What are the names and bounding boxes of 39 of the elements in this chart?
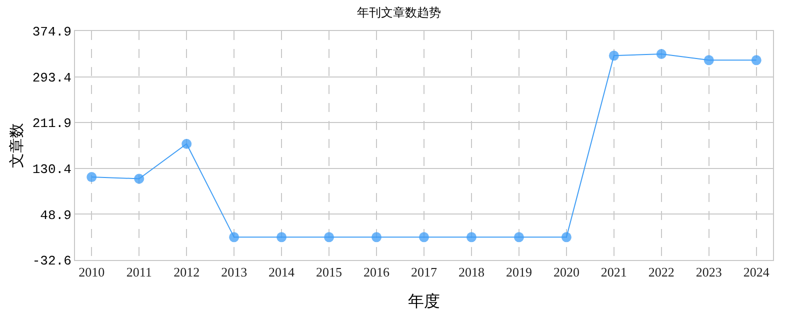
point (608, 50, 619, 61)
point (134, 174, 144, 184)
point (419, 232, 429, 242)
point (704, 55, 714, 66)
point (229, 232, 240, 242)
x-tick-label: 2010 (78, 264, 105, 280)
y-tick-label: -32.6 (32, 254, 72, 269)
y-tick-label: 293.4 (32, 70, 72, 86)
x-tick-label: 2016 (364, 264, 390, 280)
point (561, 232, 572, 242)
x-tick-label: 2017 (411, 264, 438, 280)
x-tick-label: 2018 (458, 264, 484, 280)
y-tick-label: 130.4 (32, 162, 72, 177)
x-tick-label: 2024 (743, 264, 770, 280)
x-tick-label: 2011 (126, 264, 152, 280)
x-tick-label: 2020 (553, 264, 580, 280)
y-tick-label: 211.9 (32, 116, 72, 132)
point (324, 232, 334, 242)
y-tick-label: 48.9 (40, 208, 72, 223)
x-tick-label: 2014 (268, 264, 296, 280)
x-tick-label: 2023 (696, 264, 722, 280)
chart-title: 年刊文章数趋势 (357, 6, 441, 20)
point (182, 138, 192, 149)
point (276, 232, 287, 242)
x-tick-label: 2013 (221, 264, 248, 280)
x-tick-label: 2015 (316, 264, 342, 280)
x-tick-label: 2012 (174, 264, 200, 280)
y-tick-label: 374.9 (32, 24, 72, 40)
x-axis-title: 年度 (408, 291, 440, 310)
point (514, 232, 524, 242)
point (751, 55, 762, 66)
point (656, 48, 666, 59)
x-tick-label: 2022 (648, 264, 674, 280)
point (466, 232, 476, 242)
y-axis-title: 文章数 (8, 123, 26, 168)
point (372, 232, 382, 242)
x-tick-label: 2019 (506, 264, 532, 280)
x-tick-label: 2021 (600, 264, 627, 280)
point (86, 172, 97, 182)
